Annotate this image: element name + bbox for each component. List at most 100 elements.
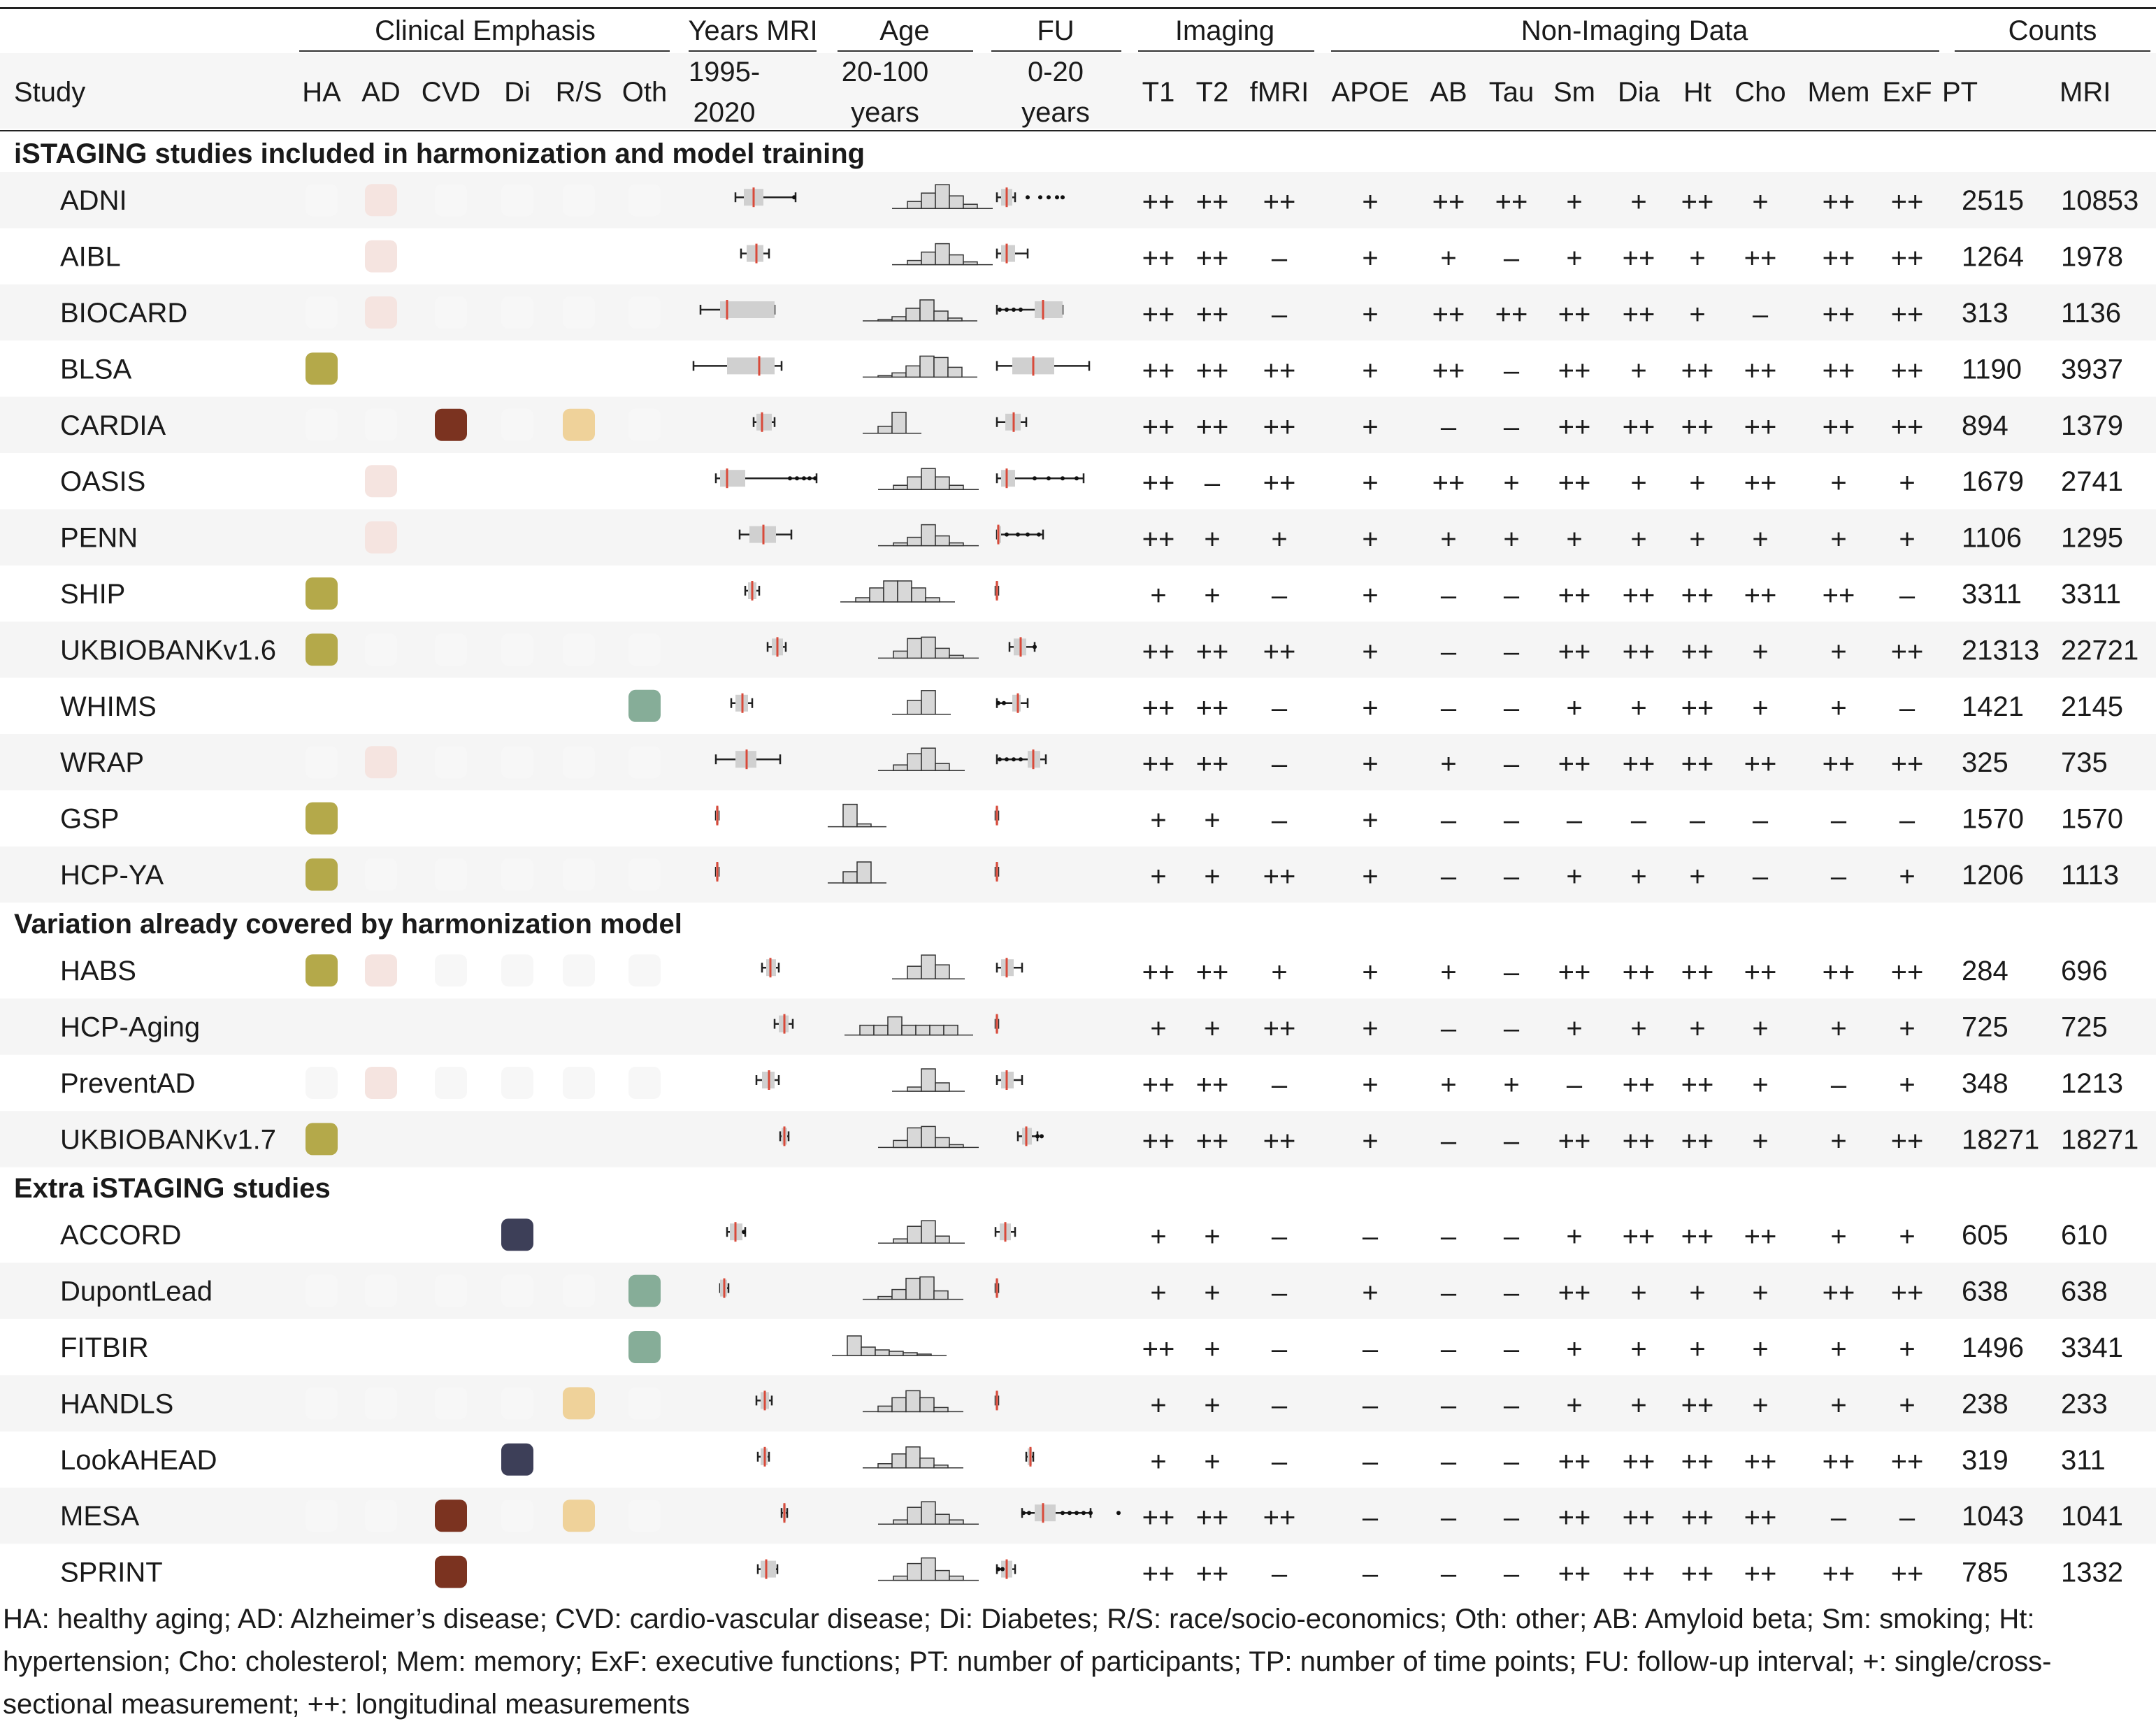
mri-count: 2741 xyxy=(2061,466,2123,497)
histogram-bar xyxy=(873,1024,889,1036)
measurement-value: + xyxy=(1830,693,1846,724)
measurement-value: ++ xyxy=(1823,1446,1855,1477)
measurement-value: + xyxy=(1150,1014,1166,1044)
histogram-bar xyxy=(933,1290,949,1300)
measurement-value: – xyxy=(1504,1559,1520,1590)
measurement-value: + xyxy=(1362,243,1378,274)
measurement-value: + xyxy=(1752,1278,1768,1309)
measurement-value: – xyxy=(1272,1278,1288,1309)
data-column-header: Tau xyxy=(1489,77,1535,108)
measurement-value: – xyxy=(1272,1559,1288,1590)
measurement-value: + xyxy=(1630,861,1646,892)
measurement-value: + xyxy=(1752,1070,1768,1100)
measurement-value: ++ xyxy=(1196,187,1229,217)
measurement-value: ++ xyxy=(1623,1221,1655,1252)
measurement-value: ++ xyxy=(1623,636,1655,667)
row-band xyxy=(0,1111,2156,1167)
measurement-value: – xyxy=(1272,299,1288,330)
participant-count: 1106 xyxy=(1962,523,2022,554)
emphasis-marker xyxy=(628,1387,661,1420)
header-rule xyxy=(0,130,2156,131)
histogram-bar xyxy=(921,1501,936,1525)
histogram-bar xyxy=(907,965,922,979)
study-name: CARDIA xyxy=(60,410,166,441)
histogram-bar xyxy=(935,243,950,266)
participant-count: 3311 xyxy=(1962,579,2022,610)
histogram-bar xyxy=(905,365,921,378)
boxplot-outlier xyxy=(1026,195,1030,200)
range-header-line2: 2020 xyxy=(693,97,756,128)
emphasis-marker xyxy=(306,408,338,441)
measurement-value: + xyxy=(1630,187,1646,217)
boxplot-box xyxy=(720,470,745,487)
histogram-bar xyxy=(905,1277,921,1300)
measurement-value: + xyxy=(1566,243,1582,274)
measurement-value: ++ xyxy=(1823,355,1855,386)
histogram-bar xyxy=(921,690,936,715)
histogram-bar xyxy=(949,1519,964,1525)
measurement-value: + xyxy=(1362,580,1378,611)
group-header-underline xyxy=(1331,50,1939,52)
emphasis-marker xyxy=(306,1067,338,1099)
study-name: HABS xyxy=(60,956,136,986)
measurement-value: + xyxy=(1830,468,1846,498)
boxplot-outlier xyxy=(1005,308,1009,312)
measurement-value: – xyxy=(1504,861,1520,892)
measurement-value: ++ xyxy=(1681,749,1714,779)
histogram-bar xyxy=(933,310,949,322)
emphasis-marker xyxy=(306,633,338,666)
study-name: OASIS xyxy=(60,466,145,497)
histogram-bar xyxy=(847,1335,862,1356)
study-name: ACCORD xyxy=(60,1220,181,1251)
emphasis-marker xyxy=(501,746,533,779)
group-header-label: Clinical Emphasis xyxy=(375,15,596,46)
histogram-bar xyxy=(883,580,898,603)
measurement-value: + xyxy=(1503,468,1519,498)
emphasis-marker xyxy=(365,296,397,329)
measurement-value: + xyxy=(1566,1390,1582,1421)
boxplot-outlier xyxy=(1047,195,1051,200)
measurement-value: – xyxy=(1504,243,1520,274)
histogram-bar xyxy=(921,1126,936,1149)
histogram-bar xyxy=(919,1397,935,1413)
emphasis-marker xyxy=(501,1387,533,1420)
measurement-value: ++ xyxy=(1823,749,1855,779)
measurement-value: ++ xyxy=(1142,468,1175,498)
emphasis-marker xyxy=(501,1500,533,1532)
mri-count: 233 xyxy=(2061,1388,2108,1419)
emphasis-marker xyxy=(628,1274,661,1307)
measurement-value: + xyxy=(1630,1278,1646,1309)
measurement-value: – xyxy=(1567,805,1583,836)
measurement-value: – xyxy=(1831,805,1847,836)
measurement-value: ++ xyxy=(1432,187,1465,217)
emphasis-marker xyxy=(501,954,533,987)
histogram-bar xyxy=(907,201,922,209)
emphasis-marker xyxy=(435,1555,467,1588)
measurement-value: – xyxy=(1504,636,1520,667)
boxplot-outlier xyxy=(1033,476,1037,481)
measurement-value: ++ xyxy=(1823,1278,1855,1309)
boxplot-box xyxy=(1012,694,1021,712)
data-column-header: T2 xyxy=(1196,77,1229,108)
boxplot-outlier xyxy=(792,195,796,200)
section-title: Variation already covered by harmonizati… xyxy=(14,909,682,940)
measurement-value: ++ xyxy=(1142,243,1175,274)
emphasis-marker xyxy=(365,521,397,554)
measurement-value: ++ xyxy=(1142,1559,1175,1590)
emphasis-marker xyxy=(628,408,661,441)
measurement-value: + xyxy=(1362,693,1378,724)
boxplot-outlier xyxy=(1040,1134,1044,1139)
measurement-value: ++ xyxy=(1263,187,1296,217)
histogram-bar xyxy=(935,1513,950,1525)
measurement-value: + xyxy=(1362,861,1378,892)
measurement-value: + xyxy=(1362,957,1378,988)
emphasis-marker xyxy=(563,858,595,891)
measurement-value: + xyxy=(1566,1221,1582,1252)
histogram-bar xyxy=(925,597,940,603)
study-name: MESA xyxy=(60,1501,140,1532)
emphasis-marker xyxy=(306,296,338,329)
data-column-header: PT xyxy=(1942,77,1978,108)
histogram-bar xyxy=(891,412,907,434)
mri-count: 725 xyxy=(2061,1012,2108,1043)
emphasis-marker xyxy=(306,352,338,385)
